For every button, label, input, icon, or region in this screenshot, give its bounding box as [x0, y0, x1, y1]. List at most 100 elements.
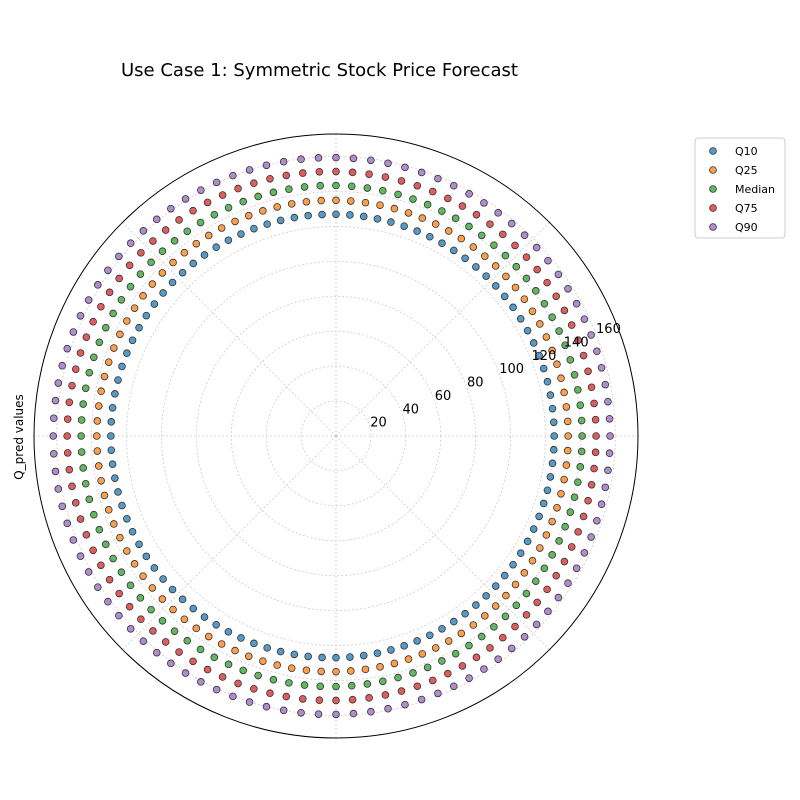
data-point	[76, 349, 85, 357]
data-point	[167, 204, 175, 213]
data-point	[115, 274, 123, 283]
data-point	[116, 533, 124, 542]
data-point	[404, 209, 413, 217]
data-point	[346, 197, 355, 205]
data-point	[564, 284, 572, 293]
data-point	[511, 622, 519, 631]
data-point	[149, 237, 157, 245]
data-point	[444, 227, 453, 235]
data-point	[361, 198, 370, 207]
legend-label-median: Median	[735, 183, 775, 196]
data-point	[139, 572, 147, 580]
data-point	[123, 349, 131, 357]
data-point	[51, 396, 60, 405]
data-point	[316, 181, 325, 190]
data-point	[591, 448, 600, 457]
data-point	[601, 483, 610, 492]
data-point	[554, 593, 563, 602]
data-point	[105, 288, 114, 297]
data-point	[593, 516, 601, 525]
data-point	[65, 398, 74, 407]
data-point	[457, 629, 466, 638]
data-point	[130, 560, 139, 568]
data-point	[152, 215, 161, 224]
data-point	[486, 644, 494, 652]
data-point	[604, 397, 612, 406]
data-point	[536, 320, 544, 328]
data-point	[347, 182, 356, 191]
data-point	[563, 446, 572, 455]
data-point	[482, 272, 490, 280]
data-point	[210, 653, 219, 662]
data-point	[522, 253, 531, 261]
legend-label-q10: Q10	[735, 145, 758, 158]
data-point	[118, 501, 126, 510]
data-point	[584, 496, 592, 505]
data-point	[480, 199, 488, 207]
data-point	[561, 522, 569, 531]
data-point	[204, 632, 213, 641]
data-point	[115, 252, 123, 261]
data-point	[579, 512, 588, 521]
data-point	[417, 168, 426, 177]
data-point	[566, 356, 575, 364]
data-point	[81, 479, 90, 488]
data-point	[183, 636, 192, 645]
data-point	[554, 270, 563, 279]
data-point	[523, 326, 532, 335]
data-point	[557, 374, 565, 383]
data-point	[367, 156, 375, 165]
data-point	[532, 620, 541, 629]
data-point	[148, 584, 157, 592]
data-point	[458, 202, 467, 210]
data-point	[97, 477, 105, 485]
data-point	[535, 512, 543, 521]
data-point	[490, 623, 498, 631]
data-point	[204, 231, 213, 240]
data-point	[511, 283, 520, 292]
data-point	[189, 206, 197, 215]
data-point	[123, 547, 131, 555]
data-point	[77, 432, 85, 440]
data-point	[245, 698, 254, 706]
data-point	[276, 647, 285, 656]
data-point	[516, 314, 525, 323]
data-point	[365, 170, 373, 178]
data-point	[590, 464, 598, 473]
data-point	[170, 237, 179, 245]
data-point	[418, 214, 427, 222]
data-point	[587, 533, 595, 541]
data-point	[587, 383, 596, 392]
data-point	[332, 696, 340, 705]
data-point	[180, 248, 189, 257]
data-point	[314, 154, 323, 162]
data-point	[348, 695, 357, 704]
data-point	[577, 447, 586, 456]
data-point	[560, 306, 569, 315]
data-point	[431, 644, 440, 652]
data-point	[543, 486, 552, 495]
data-point	[125, 602, 134, 611]
data-point	[104, 358, 113, 366]
data-point	[431, 220, 440, 228]
data-point	[111, 474, 119, 482]
data-point	[384, 159, 392, 168]
data-point	[108, 403, 117, 412]
data-point	[557, 489, 565, 498]
data-point	[65, 465, 74, 474]
data-point	[183, 227, 192, 236]
data-point	[212, 178, 221, 187]
data-point	[332, 167, 340, 176]
data-point	[401, 700, 409, 709]
data-point	[378, 677, 387, 686]
data-point	[115, 589, 123, 598]
data-point	[224, 236, 233, 245]
data-point	[139, 637, 148, 645]
data-point	[401, 163, 409, 172]
data-point	[290, 650, 299, 659]
data-point	[587, 480, 596, 489]
data-point	[434, 689, 442, 698]
data-point	[197, 678, 205, 686]
data-point	[51, 467, 60, 476]
data-point	[68, 482, 76, 491]
